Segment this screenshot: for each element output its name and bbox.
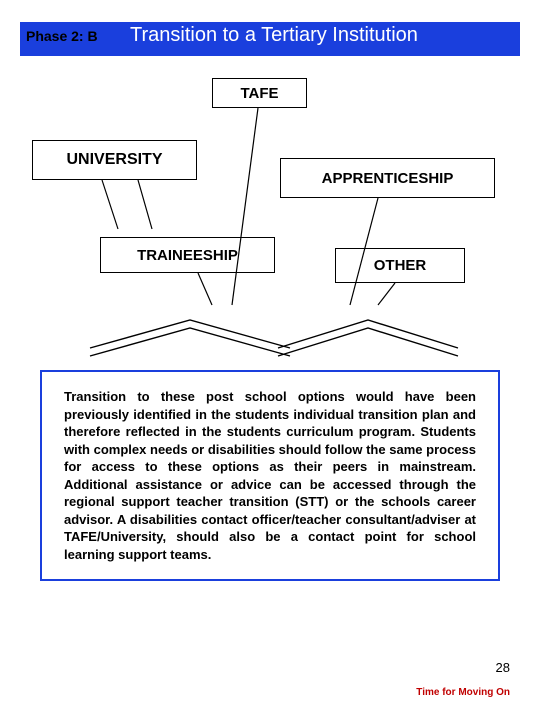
node-university: UNIVERSITY (32, 140, 197, 180)
page-number: 28 (496, 660, 510, 675)
diagram-connectors (0, 0, 540, 720)
footer-tagline: Time for Moving On (416, 687, 510, 698)
page-wrap: Phase 2: B Transition to a Tertiary Inst… (0, 0, 540, 720)
body-text-box: Transition to these post school options … (40, 370, 500, 581)
node-other: OTHER (335, 248, 465, 283)
node-tafe: TAFE (212, 78, 307, 108)
header-title: Transition to a Tertiary Institution (130, 24, 418, 47)
node-traineeship: TRAINEESHIP (100, 237, 275, 273)
node-apprenticeship: APPRENTICESHIP (280, 158, 495, 198)
phase-label: Phase 2: B (26, 28, 98, 44)
